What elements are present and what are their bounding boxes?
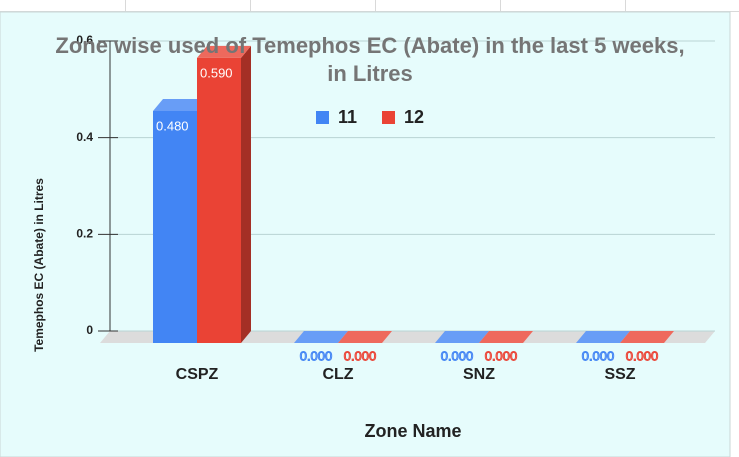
- y-tick-label: 0: [86, 323, 93, 337]
- bar-top: [197, 45, 251, 58]
- bar-top: [435, 331, 489, 343]
- y-tick-label: 0.4: [76, 130, 93, 144]
- value-label: 0.000: [485, 348, 518, 363]
- legend: 11 12: [316, 107, 424, 127]
- legend-swatch: [316, 111, 329, 124]
- x-tick-label: CSPZ: [176, 366, 219, 383]
- bar-top: [153, 99, 207, 111]
- value-label: 0.000: [626, 348, 659, 363]
- bar-top: [294, 331, 348, 343]
- bar: [435, 331, 489, 343]
- value-label: 0.000: [300, 348, 333, 363]
- value-label: 0.000: [582, 348, 615, 363]
- value-label: 0.590: [200, 65, 233, 80]
- floor: [100, 331, 715, 343]
- bar-top: [576, 331, 630, 343]
- value-label: 0.000: [344, 348, 377, 363]
- y-tick-label: 0.6: [76, 33, 93, 47]
- bar-top: [479, 331, 533, 343]
- bar-side: [241, 45, 251, 343]
- legend-label: 11: [338, 107, 357, 127]
- bar: [479, 331, 533, 343]
- value-label: 0.480: [156, 118, 189, 133]
- bar-front: [197, 57, 241, 343]
- bar-top: [620, 331, 674, 343]
- legend-swatch: [382, 111, 395, 124]
- x-tick-label: SNZ: [463, 366, 495, 383]
- bar: [338, 331, 392, 343]
- bar: [294, 331, 348, 343]
- bar: [576, 331, 630, 343]
- y-tick-label: 0.2: [76, 227, 93, 241]
- value-label: 0.000: [441, 348, 474, 363]
- x-tick-label: SSZ: [604, 366, 635, 383]
- bar-front: [153, 111, 197, 343]
- chart-title: Zone wise used of Temephos EC (Abate) in…: [55, 33, 685, 86]
- bar: [620, 331, 674, 343]
- legend-label: 12: [404, 107, 424, 127]
- bar: [197, 45, 251, 343]
- y-axis-label: Temephos EC (Abate) in Litres: [32, 178, 46, 352]
- x-tick-label: CLZ: [322, 366, 353, 383]
- x-axis-label: Zone Name: [364, 421, 461, 441]
- bar-top: [338, 331, 392, 343]
